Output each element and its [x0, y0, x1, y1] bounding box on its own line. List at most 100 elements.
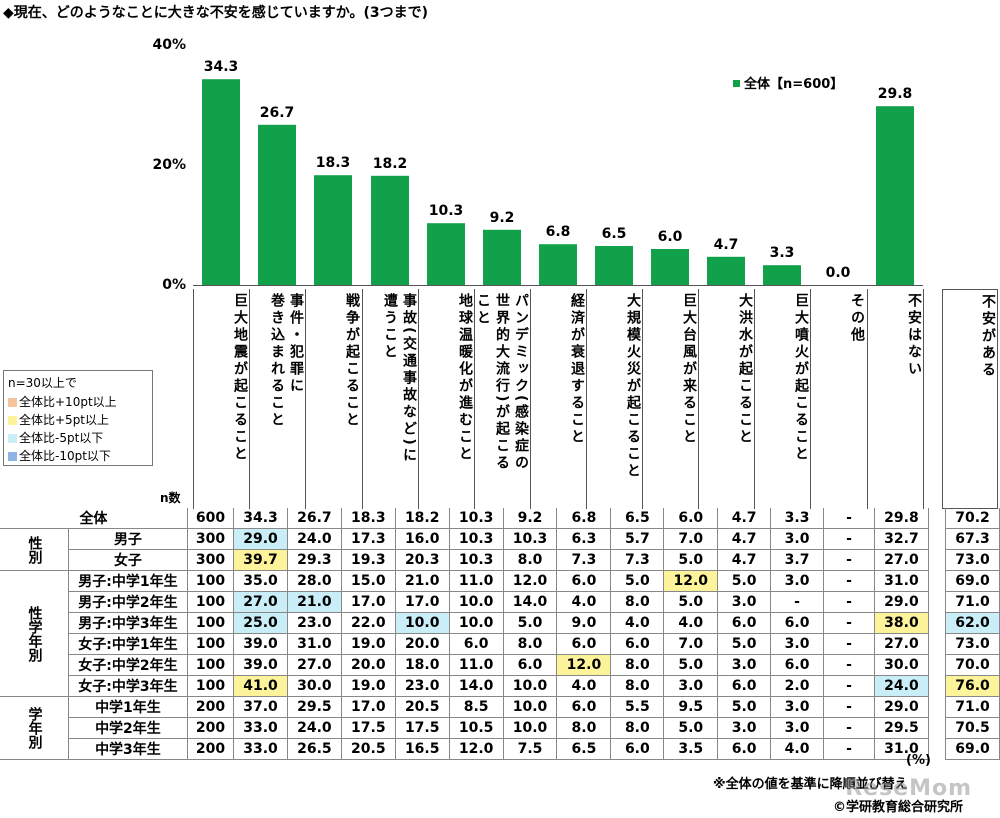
table-cell: 20.0	[394, 633, 450, 655]
bar-value-label: 6.8	[546, 224, 571, 240]
row-label: 男子:中学2年生	[68, 591, 188, 613]
table-cell: -	[823, 549, 875, 571]
table-cell: 26.5	[286, 738, 342, 760]
table-cell: 33.0	[233, 717, 288, 739]
table-cell: 70.2	[945, 508, 1000, 529]
table-cell: 27.0	[873, 549, 929, 571]
table-cell: 31.0	[286, 633, 342, 655]
table-cell: -	[823, 633, 875, 655]
bar-value-label: 10.3	[429, 203, 464, 219]
table-cell: 20.5	[340, 738, 396, 760]
row-group-label: 学年別	[0, 696, 69, 760]
column-gap	[927, 612, 946, 634]
crosstab-table: 全体 600 34.3 26.7 18.3 18.2 10.3 9.2 6.8 6.5 6.0 4.7…	[0, 508, 1000, 760]
table-row: 女子 300 39.7 29.3 19.3 20.3 10.3 8.0 7.3 7.3 5.0 4.7…	[0, 549, 1000, 571]
table-cell: 22.0	[340, 612, 396, 634]
table-cell: 8.0	[610, 717, 664, 739]
row-label: 中学1年生	[68, 696, 188, 718]
row-label: 女子:中学2年生	[68, 654, 188, 676]
table-cell: 24.0	[286, 528, 342, 550]
row-n: 100	[186, 570, 234, 592]
category-column: 大規模火災が起こること	[586, 289, 642, 509]
category-column: 事故(交通事故など)に 遭うこと	[362, 289, 418, 509]
table-cell: 8.0	[610, 591, 664, 613]
row-label: 全体	[0, 508, 188, 529]
category-column: パンデミック(感染症の 世界的大流行)が起こる こと	[474, 289, 530, 509]
table-cell: 4.7	[717, 528, 771, 550]
table-row: 男子:中学2年生 100 27.0 21.0 17.0 17.0 10.0 14.0 4.0 8.…	[0, 591, 1000, 613]
category-label: 不安はない	[906, 293, 922, 378]
category-label: 地球温暖化が進むこと	[457, 293, 473, 463]
table-cell: 5.0	[663, 549, 718, 571]
table-cell: 18.2	[394, 508, 450, 529]
table-cell: 4.0	[770, 738, 824, 760]
table-row: 性別 男子 300 29.0 24.0 17.3 16.0 10.3 10.3 6.3 5.7 7.0…	[0, 528, 1000, 571]
table-cell: 5.0	[610, 570, 664, 592]
table-cell: 27.0	[873, 633, 929, 655]
table-cell: 6.5	[556, 738, 611, 760]
table-cell: 20.0	[340, 654, 396, 676]
category-label: 大洪水が起こること	[737, 293, 753, 446]
bar-10	[763, 265, 801, 285]
table-row: 男子:中学3年生 100 25.0 23.0 22.0 10.0 10.0 5.0 9.0 4.0…	[0, 612, 1000, 634]
table-cell: 37.0	[233, 696, 288, 718]
table-cell: 69.0	[945, 570, 1000, 592]
table-cell: 31.0	[873, 570, 929, 592]
table-cell: 6.0	[502, 654, 557, 676]
column-gap	[927, 696, 946, 718]
table-cell: 4.0	[556, 591, 611, 613]
table-cell: 17.3	[340, 528, 396, 550]
y-tick-20: 20%	[152, 157, 186, 173]
table-cell: 19.0	[340, 675, 396, 697]
bar-1	[258, 124, 296, 285]
bar-value-label: 34.3	[204, 59, 239, 75]
highlight-legend-item: 全体比-5pt以下	[8, 429, 103, 446]
table-cell: 14.0	[502, 591, 557, 613]
row-label: 中学2年生	[68, 717, 188, 739]
row-n: 100	[186, 675, 234, 697]
table-cell: 16.5	[394, 738, 450, 760]
table-cell: 7.0	[663, 528, 718, 550]
chart-title: ◆現在、どのようなことに大きな不安を感じていますか。(3つまで)	[3, 5, 429, 21]
table-cell: 3.0	[717, 654, 771, 676]
table-cell: 39.0	[233, 654, 288, 676]
highlight-legend-item: 全体比-10pt以下	[8, 447, 111, 464]
table-cell: -	[823, 696, 875, 718]
bar-value-label: 6.0	[658, 229, 683, 245]
table-cell: -	[823, 570, 875, 592]
y-tick-0: 0%	[162, 277, 186, 293]
table-cell: 71.0	[945, 696, 1000, 718]
row-label: 男子:中学1年生	[68, 570, 188, 592]
watermark: ReseMom	[845, 776, 972, 801]
table-cell: 18.3	[340, 508, 396, 529]
table-cell: 10.5	[448, 717, 504, 739]
table-cell: 10.0	[502, 696, 557, 718]
copyright: ©学研教育総合研究所	[833, 800, 964, 815]
table-cell: 4.0	[556, 675, 611, 697]
table-cell: 6.0	[610, 738, 664, 760]
table-cell: 8.0	[610, 654, 664, 676]
table-cell: 8.0	[502, 633, 557, 655]
table-cell: 6.0	[717, 738, 771, 760]
table-cell: 17.5	[340, 717, 396, 739]
table-cell: 34.3	[233, 508, 288, 529]
bar-12	[876, 106, 914, 285]
swatch-plus10	[8, 398, 17, 407]
table-cell: 4.7	[717, 508, 771, 529]
table-cell: 29.0	[233, 528, 288, 550]
table-cell: 3.0	[770, 633, 824, 655]
bar-5	[483, 229, 521, 285]
column-divider	[923, 289, 924, 509]
table-cell: -	[823, 654, 875, 676]
category-column: 巨大噴火が起こること	[754, 289, 810, 509]
table-cell: 3.5	[663, 738, 718, 760]
table-cell: 39.0	[233, 633, 288, 655]
table-cell: 6.0	[663, 508, 718, 529]
bar-value-label: 3.3	[770, 245, 795, 261]
table-cell: 29.0	[873, 591, 929, 613]
table-cell: 27.0	[286, 654, 342, 676]
row-n: 300	[186, 549, 234, 571]
table-row: 中学2年生 200 33.0 24.0 17.5 17.5 10.5 10.0 8.0 8.0 5.…	[0, 717, 1000, 739]
column-gap	[927, 654, 946, 676]
table-cell: 6.8	[556, 508, 611, 529]
